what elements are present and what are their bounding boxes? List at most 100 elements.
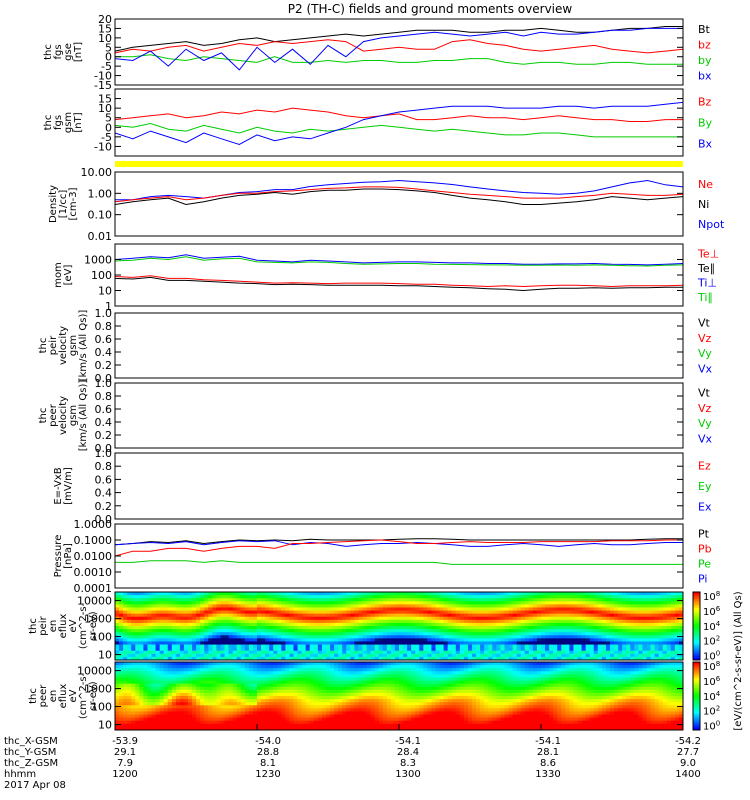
spectrogram-cell [285,662,290,666]
spectrogram-cell [614,610,619,615]
spectrogram-cell [252,598,258,602]
y-tick-label: 10.00 [81,166,113,179]
spectrogram-cell [399,607,404,611]
spectrogram-cell [208,626,213,630]
spectrogram-cell [155,665,161,669]
spectrogram-cell [593,632,599,636]
spectrogram-cell [261,595,266,599]
spectrogram-cell [423,619,428,624]
spectrogram-cell [232,592,238,596]
spectrogram-cell [622,601,627,605]
spectrogram-cell [467,592,473,596]
spectrogram-cell [236,662,242,666]
spectrogram-cell [528,629,534,633]
spectrogram-cell [196,656,201,661]
spectrogram-cell [516,604,522,608]
y-tick-label: 0 [105,121,112,134]
spectrogram-cell [605,619,611,624]
spectrogram-cell [175,711,181,715]
spectrogram-cell [654,641,660,645]
spectrogram-cell [338,662,343,666]
spectrogram-cell [135,717,140,722]
spectrogram-cell [601,644,607,649]
spectrogram-cell [403,689,408,694]
spectrogram-cell [135,699,140,703]
spectrogram-cell [236,610,242,615]
spectrogram-cell [204,641,209,645]
spectrogram-cell [638,629,643,633]
spectrogram-cell [638,598,643,602]
spectrogram-cell [192,644,197,649]
spectrogram-cell [151,595,156,599]
spectrogram-cell [257,705,262,709]
spectrogram-cell [273,626,278,630]
spectrogram-cell [614,635,619,639]
spectrogram-cell [248,635,254,639]
spectrogram-cell [297,601,303,605]
spectrogram-cell [204,689,209,694]
spectrogram-cell [358,595,363,599]
spectrogram-cell [305,656,311,661]
spectrogram-cell [143,680,148,685]
spectrogram-cell [618,592,623,596]
spectrogram-cell [297,604,303,608]
spectrogram-cell [463,610,469,615]
spectrogram-cell [269,647,274,652]
spectrogram-cell [224,665,229,669]
spectrogram-cell [459,622,465,627]
spectrogram-cell [358,607,363,611]
spectrogram-cell [557,635,562,639]
spectrogram-cell [577,601,582,605]
spectrogram-cell [163,629,169,633]
spectrogram-cell [309,705,315,709]
spectrogram-cell [216,626,221,630]
spectrogram-cell [557,604,562,608]
spectrogram-cell [305,689,311,694]
spectrogram-cell [618,607,623,611]
spectrogram-cell [289,671,294,675]
spectrogram-cell [358,696,363,700]
spectrogram-cell [386,714,392,719]
spectrogram-cell [350,683,355,688]
spectrogram-cell [545,619,550,624]
spectrogram-cell [204,656,209,661]
spectrogram-cell [443,619,449,624]
spectrogram-cell [321,680,327,685]
spectrogram-cell [589,653,595,658]
spectrogram-cell [192,598,197,602]
spectrogram-cell [463,632,469,636]
spectrogram-cell [224,592,229,596]
spectrogram-cell [597,644,603,649]
spectrogram-cell [139,720,144,725]
spectrogram-cell [325,677,331,681]
spectrogram-cell [394,613,400,618]
spectrogram-cell [427,598,432,602]
spectrogram-cell [232,613,238,618]
spectrogram-cell [342,638,347,642]
spectrogram-cell [634,610,639,615]
spectrogram-cell [252,638,258,642]
spectrogram-cell [175,598,181,602]
spectrogram-cell [557,619,562,624]
spectrogram-cell [317,677,323,681]
spectrogram-cell [366,677,371,681]
spectrogram-cell [601,607,607,611]
spectrogram-cell [127,653,132,658]
spectrogram-cell [382,616,388,621]
spectrogram-cell [179,653,185,658]
spectrogram-cell [277,665,282,669]
spectrogram-cell [151,686,156,691]
spectrogram-cell [346,711,351,715]
spectrogram-cell [451,619,457,624]
spectrogram-cell [443,635,449,639]
spectrogram-cell [443,604,449,608]
spectrogram-cell [374,607,380,611]
legend-label: Ni [698,198,709,211]
spectrogram-cell [536,601,542,605]
spectrogram-cell [451,613,457,618]
spectrogram-cell [163,665,169,669]
spectrogram-cell [411,601,416,605]
spectrogram-cell [541,622,546,627]
